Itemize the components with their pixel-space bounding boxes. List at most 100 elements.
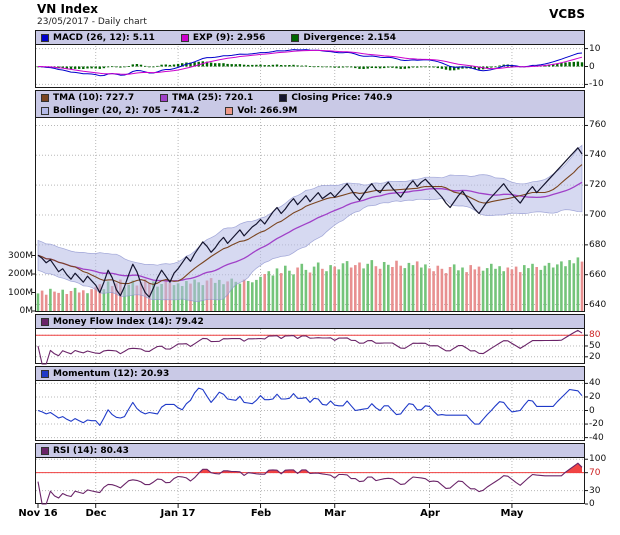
divergence-bar (556, 63, 559, 67)
y-axis-tick-label: -20 (589, 419, 604, 429)
volume-bar (251, 282, 254, 311)
divergence-bar (391, 66, 394, 68)
divergence-bar (436, 66, 439, 69)
divergence-bar (576, 61, 580, 67)
tma10-swatch-icon (41, 93, 49, 102)
divergence-bar (329, 66, 332, 68)
volume-bar (428, 268, 431, 311)
volume-bar (420, 267, 423, 311)
volume-bar (312, 266, 316, 311)
legend-item-exp: EXP (9): 2.956 (180, 33, 265, 43)
exp-line (37, 49, 583, 75)
y-axis-tick-label: 660 (589, 270, 607, 280)
divergence-bar (135, 64, 139, 67)
volume-bar (444, 273, 448, 311)
volume-bar (226, 281, 229, 311)
volume-bar (543, 265, 547, 311)
divergence-bar (432, 66, 435, 68)
x-axis-label: Mar (324, 508, 346, 519)
volume-bar (362, 268, 365, 311)
divergence-bar (181, 63, 184, 67)
divergence-bar (280, 65, 283, 67)
volume-bar (539, 269, 543, 311)
rsi-swatch-icon (41, 446, 49, 455)
legend-item-mfi: Money Flow Index (14): 79.42 (41, 317, 204, 327)
divergence-bar (350, 66, 353, 68)
divergence-bar (461, 66, 464, 69)
y-axis-tick-label: 70 (589, 468, 601, 478)
macd-panel: MACD (26, 12): 5.11 EXP (9): 2.956 Diver… (35, 30, 585, 88)
divergence-bar (428, 66, 431, 68)
volume-bar (279, 273, 283, 311)
divergence-bar (341, 66, 345, 68)
divergence-bar (317, 66, 320, 68)
volume-bar (234, 281, 238, 311)
volume-bar (259, 276, 262, 311)
x-axis-label: Feb (250, 508, 272, 519)
divergence-bar (78, 66, 81, 69)
volume-bar (267, 271, 271, 311)
volume-bar (366, 263, 369, 311)
volume-bar (349, 267, 353, 311)
volume-bar (123, 287, 126, 311)
divergence-bar (69, 66, 73, 70)
volume-bar (127, 284, 130, 311)
volume-bar (407, 262, 411, 311)
volume-bar (440, 268, 444, 311)
volume-bar (40, 290, 44, 311)
volume-bar (382, 262, 386, 311)
divergence-bar (552, 63, 555, 67)
divergence-bar (271, 64, 275, 67)
divergence-bar (168, 64, 172, 67)
x-axis-label: Dec (85, 508, 107, 519)
divergence-bar (61, 66, 64, 69)
macd-line (37, 49, 583, 77)
x-axis-label: May (500, 508, 524, 519)
divergence-bar (312, 66, 316, 68)
volume-bar (82, 290, 85, 311)
y-axis-tick-label: 30 (589, 486, 601, 496)
volume-bar (424, 264, 427, 311)
volume-bar (53, 291, 56, 311)
volume-bar (44, 294, 48, 311)
divergence-bar (255, 64, 258, 67)
divergence-bar (267, 65, 270, 67)
divergence-bar (275, 64, 279, 67)
divergence-bar (214, 63, 217, 67)
divergence-bar (292, 64, 295, 67)
volume-bar (527, 268, 530, 311)
volume-bar (556, 264, 559, 311)
y-axis-tick-label: 80 (589, 330, 601, 340)
legend-item-macd: MACD (26, 12): 5.11 (41, 33, 155, 43)
divergence-bar (477, 66, 481, 70)
divergence-bar (263, 65, 266, 67)
volume-tick-label: 200M (8, 269, 33, 279)
legend-item-tma25: TMA (25): 720.1 (160, 93, 253, 103)
volume-bar (300, 263, 304, 311)
y-axis-tick-label: 740 (589, 150, 607, 160)
y-axis-tick-label: 0 (589, 499, 595, 509)
volume-bar (255, 279, 258, 311)
volume-bar (73, 287, 77, 311)
volume-bar (452, 264, 456, 311)
volume-bar (560, 261, 563, 311)
divergence-bar (251, 64, 254, 67)
divergence-bar (164, 64, 167, 67)
volume-bar (387, 264, 390, 312)
divergence-bar (448, 66, 452, 71)
volume-bar (49, 288, 52, 311)
divergence-bar (259, 64, 262, 67)
page-title: VN Index (37, 2, 98, 16)
volume-bar (230, 278, 233, 311)
price-legend: TMA (10): 727.7 TMA (25): 720.1 Closing … (36, 91, 584, 118)
x-axis-label: Apr (420, 508, 440, 519)
price-legend-row-2: Bollinger (20, 2): 705 - 741.2 Vol: 266.… (36, 104, 297, 117)
volume-bar (115, 283, 118, 312)
closing-price-line (37, 147, 583, 298)
divergence-bar (411, 66, 415, 68)
divergence-bar (234, 64, 237, 67)
divergence-bar (345, 66, 349, 68)
divergence-bar (94, 66, 97, 69)
divergence-bar (490, 66, 493, 68)
divergence-bar (106, 66, 110, 68)
